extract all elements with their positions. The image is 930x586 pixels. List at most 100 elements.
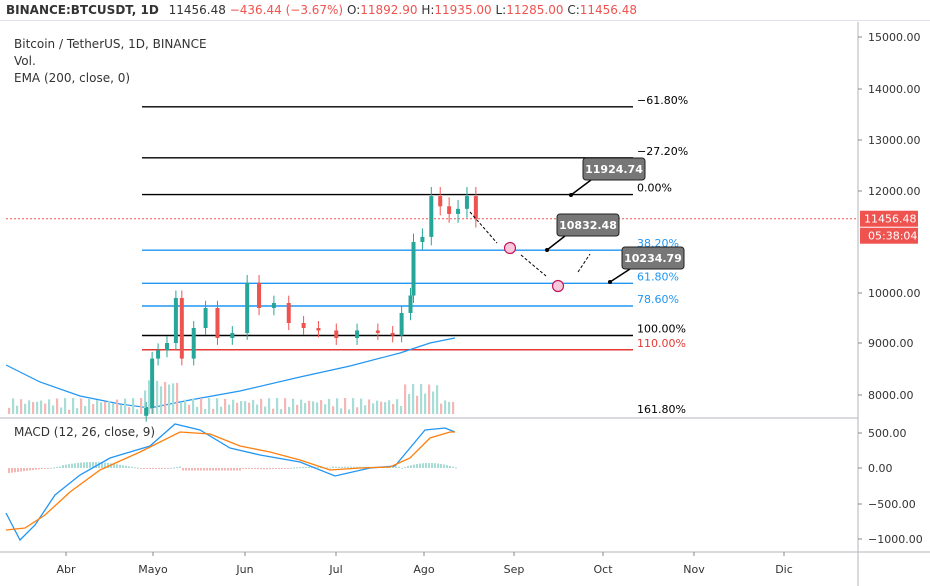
volume-bar <box>68 409 71 414</box>
volume-bar <box>172 383 175 414</box>
fib-level-label: −61.80% <box>637 94 688 107</box>
macd-histogram-bar <box>80 462 82 468</box>
fib-level-label: −27.20% <box>637 145 688 158</box>
candle-body <box>438 196 443 207</box>
volume-bar <box>316 402 319 414</box>
volume-bar <box>208 398 211 414</box>
candle-body <box>420 236 425 242</box>
projection-arrow <box>520 254 547 277</box>
candle-body <box>334 330 339 338</box>
macd-histogram-bar <box>416 464 418 468</box>
macd-label[interactable]: MACD (12, 26, close, 9) <box>14 425 156 439</box>
macd-histogram-bar <box>143 468 145 469</box>
macd-histogram-bar <box>95 462 97 468</box>
macd-histogram-bar <box>98 462 100 468</box>
volume-bar <box>252 399 255 414</box>
close-label: C: <box>567 3 580 17</box>
open-value: 11892.90 <box>360 3 418 17</box>
macd-histogram-bar <box>443 464 445 468</box>
volume-bar <box>36 401 39 414</box>
volume-bar <box>256 404 259 414</box>
macd-histogram-bar <box>20 468 22 472</box>
low-label: L: <box>495 3 507 17</box>
macd-histogram-bar <box>284 468 286 469</box>
macd-histogram-bar <box>419 463 421 468</box>
price-tick-label: 12000.00 <box>868 185 921 198</box>
macd-histogram-bar <box>353 466 355 468</box>
macd-histogram-bar <box>239 468 241 471</box>
price-tick-label: 9000.00 <box>868 337 914 350</box>
chart-title[interactable]: Bitcoin / TetherUS, 1D, BINANCE <box>14 37 207 51</box>
macd-histogram-bar <box>11 468 13 473</box>
macd-histogram-bar <box>335 466 337 468</box>
candle-body <box>257 282 262 308</box>
candle-body <box>390 333 395 336</box>
macd-histogram-bar <box>221 468 223 471</box>
volume-label[interactable]: Vol. <box>14 54 36 68</box>
ema-label[interactable]: EMA (200, close, 0) <box>14 71 131 85</box>
candle-body <box>203 308 208 328</box>
target-marker <box>551 279 565 293</box>
volume-bar <box>60 407 63 414</box>
volume-bar <box>248 402 251 414</box>
projection-arrow <box>469 211 498 244</box>
volume-bar <box>296 404 299 414</box>
macd-histogram-bar <box>278 468 280 469</box>
macd-histogram-bar <box>53 467 55 469</box>
volume-bar <box>232 399 235 414</box>
macd-histogram-bar <box>113 463 115 468</box>
macd-histogram-bar <box>71 463 73 468</box>
macd-histogram-bar <box>242 468 244 469</box>
candle-body <box>447 206 452 214</box>
volume-bar <box>196 406 199 414</box>
volume-bar <box>324 404 327 414</box>
price-callout-text: 10234.79 <box>624 252 682 265</box>
macd-histogram-bar <box>176 467 178 469</box>
price-tick-label: 13000.00 <box>868 134 921 147</box>
time-tick-label: Jul <box>328 563 342 576</box>
macd-histogram-bar <box>248 468 250 469</box>
macd-histogram-bar <box>50 467 52 469</box>
volume-bar <box>244 401 247 414</box>
close-value: 11456.48 <box>579 3 638 17</box>
symbol-name[interactable]: BINANCE:BTCUSDT, 1D <box>6 3 159 17</box>
macd-histogram-bar <box>398 466 400 468</box>
macd-histogram-bar <box>89 462 91 468</box>
open-label: O: <box>346 3 361 17</box>
candle-body <box>375 330 380 333</box>
macd-histogram-bar <box>38 468 40 470</box>
macd-line <box>5 423 456 542</box>
volume-bar <box>76 408 79 414</box>
volume-bar <box>24 403 27 414</box>
macd-histogram-bar <box>362 466 364 468</box>
target-marker <box>503 241 517 255</box>
volume-bar <box>368 399 371 414</box>
macd-histogram-bar <box>350 466 352 468</box>
time-tick-label: Nov <box>683 563 705 576</box>
macd-histogram-bar <box>293 467 295 469</box>
callout-anchor <box>608 280 612 284</box>
candle-body <box>355 330 360 338</box>
volume-bar <box>176 382 179 414</box>
volume-bar <box>280 409 283 414</box>
macd-histogram-bar <box>377 466 379 468</box>
macd-histogram-bar <box>368 466 370 468</box>
volume-bar <box>388 400 391 414</box>
volume-bar <box>104 401 107 414</box>
volume-bar <box>420 384 423 414</box>
volume-bar <box>108 400 111 414</box>
macd-histogram-bar <box>356 466 358 468</box>
volume-bar <box>64 398 67 414</box>
macd-histogram-bar <box>275 468 277 469</box>
volume-bar <box>300 399 303 414</box>
volume-bar <box>80 398 83 414</box>
macd-histogram-bar <box>266 468 268 470</box>
volume-bar <box>116 399 119 414</box>
macd-histogram-bar <box>449 465 451 468</box>
high-value: 11935.00 <box>434 3 492 17</box>
macd-histogram-bar <box>380 466 382 468</box>
fib-level-label: 61.80% <box>637 270 679 283</box>
macd-histogram-bar <box>437 463 439 468</box>
macd-histogram-bar <box>104 462 106 468</box>
